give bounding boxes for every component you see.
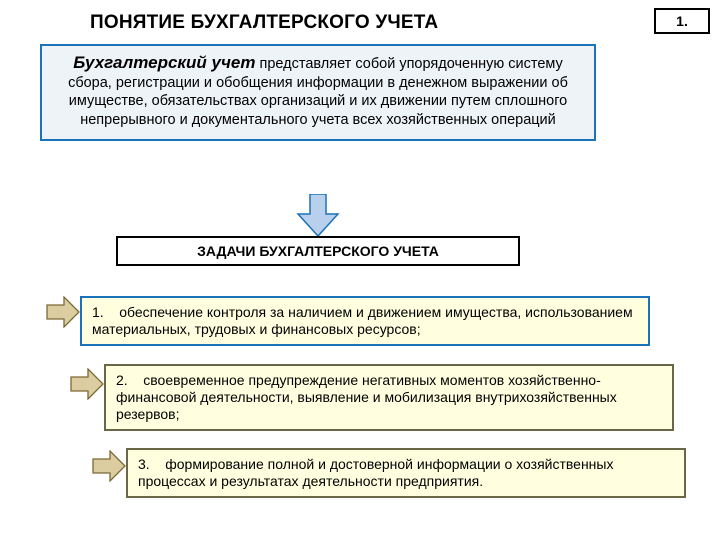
down-arrow-path <box>298 194 338 236</box>
task-box-3: 3. формирование полной и достоверной инф… <box>126 448 686 498</box>
task-text: формирование полной и достоверной информ… <box>138 456 613 489</box>
task-text: своевременное предупреждение негативных … <box>116 372 617 422</box>
task-box-1: 1. обеспечение контроля за наличием и дв… <box>80 296 650 346</box>
right-arrow-icon <box>70 368 104 400</box>
right-arrow-path <box>93 451 125 481</box>
task-num: 3. <box>138 456 150 472</box>
down-arrow-icon <box>296 194 340 238</box>
definition-lead: Бухгалтерский учет <box>73 53 255 72</box>
right-arrow-path <box>47 297 79 327</box>
right-arrow-path <box>71 369 103 399</box>
task-num: 1. <box>92 304 104 320</box>
right-arrow-icon <box>92 450 126 482</box>
task-text: обеспечение контроля за наличием и движе… <box>92 304 633 337</box>
right-arrow-icon <box>46 296 80 328</box>
task-num: 2. <box>116 372 128 388</box>
task-row: 2. своевременное предупреждение негативн… <box>46 364 674 431</box>
page-title: ПОНЯТИЕ БУХГАЛТЕРСКОГО УЧЕТА <box>90 12 438 34</box>
page-number-badge: 1. <box>654 8 710 34</box>
task-box-2: 2. своевременное предупреждение негативн… <box>104 364 674 431</box>
task-row: 3. формирование полной и достоверной инф… <box>46 448 686 498</box>
tasks-subheader: ЗАДАЧИ БУХГАЛТЕРСКОГО УЧЕТА <box>116 236 520 266</box>
task-row: 1. обеспечение контроля за наличием и дв… <box>46 296 650 346</box>
definition-box: Бухгалтерский учет представляет собой уп… <box>40 44 596 141</box>
